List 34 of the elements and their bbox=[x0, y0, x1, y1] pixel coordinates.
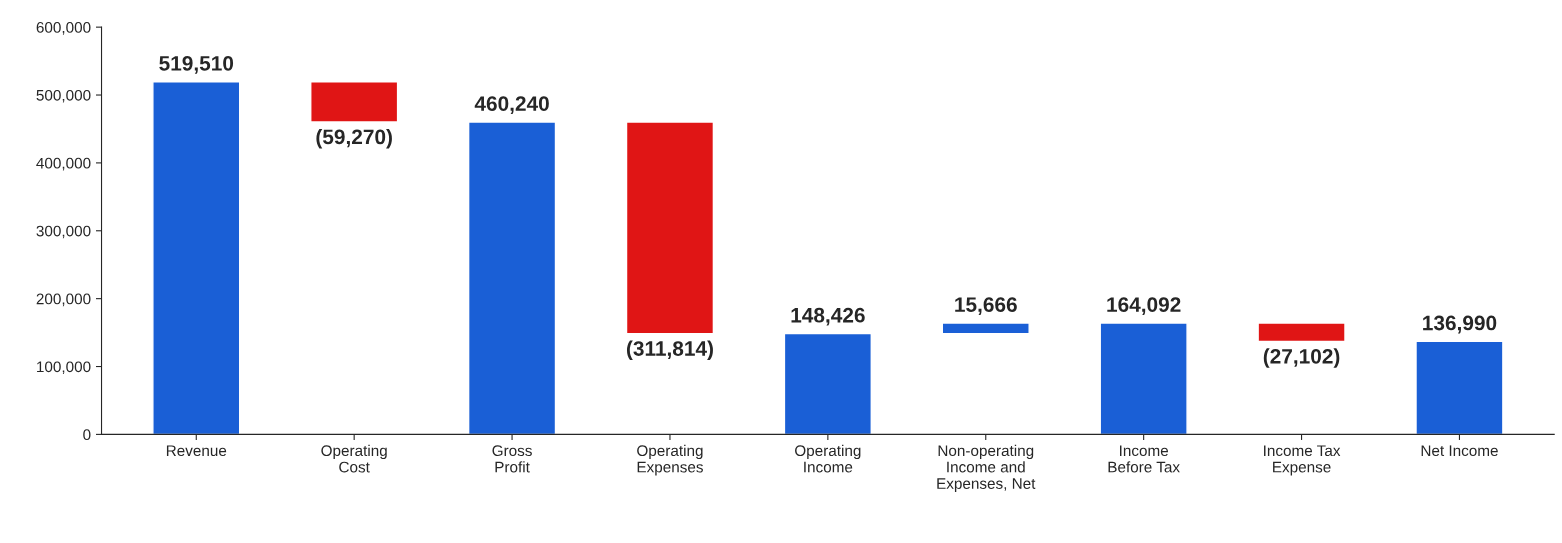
data-label: 519,510 bbox=[159, 55, 234, 74]
data-label: (27,102) bbox=[1263, 348, 1340, 368]
x-tick-label: Operating Income bbox=[795, 444, 861, 473]
bar bbox=[1415, 340, 1504, 435]
x-tick-label: Operating Expenses bbox=[637, 444, 703, 476]
data-label: 164,092 bbox=[1107, 297, 1181, 315]
bar bbox=[1099, 322, 1188, 435]
y-tick-label: 400,000 bbox=[36, 157, 91, 171]
y-tick-label: 200,000 bbox=[36, 293, 91, 307]
y-tick-label: 0 bbox=[83, 429, 91, 441]
bar bbox=[152, 81, 241, 435]
data-label: 148,426 bbox=[791, 307, 865, 326]
bar bbox=[310, 81, 399, 123]
x-tick-label: Gross Profit bbox=[492, 445, 532, 473]
bar bbox=[1257, 322, 1346, 343]
x-tick-label: Non-operating Income and Expenses, Net bbox=[937, 444, 1036, 492]
data-label: (59,270) bbox=[316, 128, 392, 149]
x-tick-label: Income Tax Expense bbox=[1264, 445, 1341, 476]
bar bbox=[625, 121, 715, 335]
y-tick-label: 300,000 bbox=[36, 225, 91, 239]
bar bbox=[783, 332, 872, 435]
x-tick-label: Operating Cost bbox=[321, 444, 387, 473]
data-label: 15,666 bbox=[955, 297, 1017, 315]
data-label: 460,240 bbox=[474, 96, 549, 114]
bar bbox=[941, 322, 1030, 335]
bar bbox=[467, 121, 557, 435]
x-tick-label: Revenue bbox=[166, 445, 227, 457]
y-tick-label: 500,000 bbox=[36, 89, 91, 103]
y-tick-label: 600,000 bbox=[36, 22, 91, 35]
data-label: (311,814) bbox=[626, 340, 713, 361]
x-tick-label: Income Before Tax bbox=[1108, 445, 1180, 473]
data-label: 136,990 bbox=[1423, 315, 1497, 334]
x-tick-label: Net Income bbox=[1421, 445, 1498, 457]
y-tick-label: 100,000 bbox=[37, 361, 91, 375]
